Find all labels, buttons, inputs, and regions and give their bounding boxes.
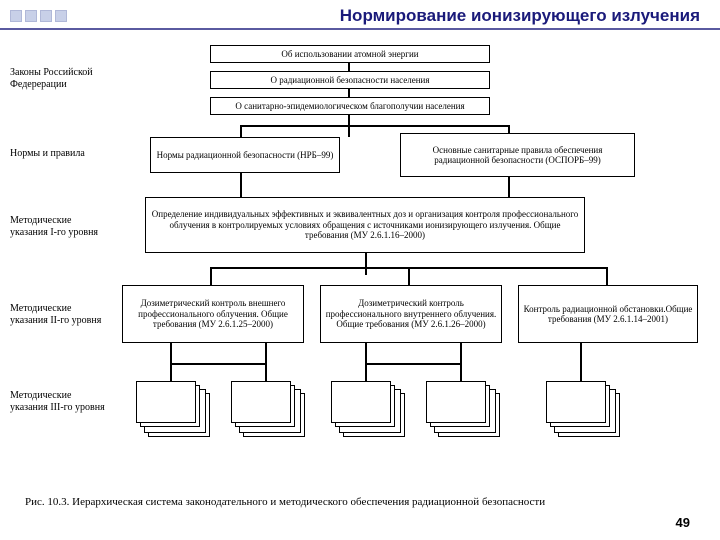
level3-stack [335, 385, 395, 427]
connector [508, 125, 510, 133]
row-label-level2: Методические указания II-го уровня [10, 303, 110, 326]
norm-box: Основные санитарные правила обеспечения … [400, 133, 635, 177]
connector [580, 343, 582, 381]
connector [365, 343, 367, 381]
hierarchy-diagram: Законы Российской Федерерации Нормы и пр… [10, 45, 710, 485]
row-label-level1: Методические указания I-го уровня [10, 215, 110, 238]
header-bar: Нормирование ионизирующего излучения [0, 0, 720, 30]
connector [170, 363, 265, 365]
level2-box: Дозиметрический контроль профессионально… [320, 285, 502, 343]
level3-stack [430, 385, 490, 427]
law-box: О радиационной безопасности населения [210, 71, 490, 89]
page-number: 49 [676, 515, 690, 530]
level3-stack [235, 385, 295, 427]
row-label-laws: Законы Российской Федерерации [10, 67, 110, 90]
connector [170, 343, 172, 381]
connector [348, 89, 350, 97]
decor-square [40, 10, 52, 22]
connector [240, 125, 242, 137]
connector [606, 267, 608, 285]
connector [348, 63, 350, 71]
level2-box: Дозиметрический контроль внешнего профес… [122, 285, 304, 343]
decor-square [25, 10, 37, 22]
decor-square [10, 10, 22, 22]
level1-box: Определение индивидуальных эффективных и… [145, 197, 585, 253]
connector [365, 253, 367, 275]
connector [508, 177, 510, 197]
level3-stack [140, 385, 200, 427]
row-label-norms: Нормы и правила [10, 148, 110, 160]
level2-box: Контроль радиационной обстановки.Общие т… [518, 285, 698, 343]
decor-square [55, 10, 67, 22]
connector [240, 125, 510, 127]
page-title: Нормирование ионизирующего излучения [87, 6, 710, 26]
law-box: Об использовании атомной энергии [210, 45, 490, 63]
connector [460, 343, 462, 381]
row-label-level3: Методические указания III-го уровня [10, 390, 110, 413]
connector [240, 173, 242, 197]
figure-caption: Рис. 10.3. Иерархическая система законод… [25, 496, 545, 508]
level3-stack [550, 385, 610, 427]
header-squares [10, 10, 67, 22]
connector [265, 343, 267, 381]
norm-box: Нормы радиационной безопасности (НРБ–99) [150, 137, 340, 173]
law-box: О санитарно-эпидемиологическом благополу… [210, 97, 490, 115]
connector [408, 267, 410, 285]
connector [365, 363, 460, 365]
connector [210, 267, 212, 285]
